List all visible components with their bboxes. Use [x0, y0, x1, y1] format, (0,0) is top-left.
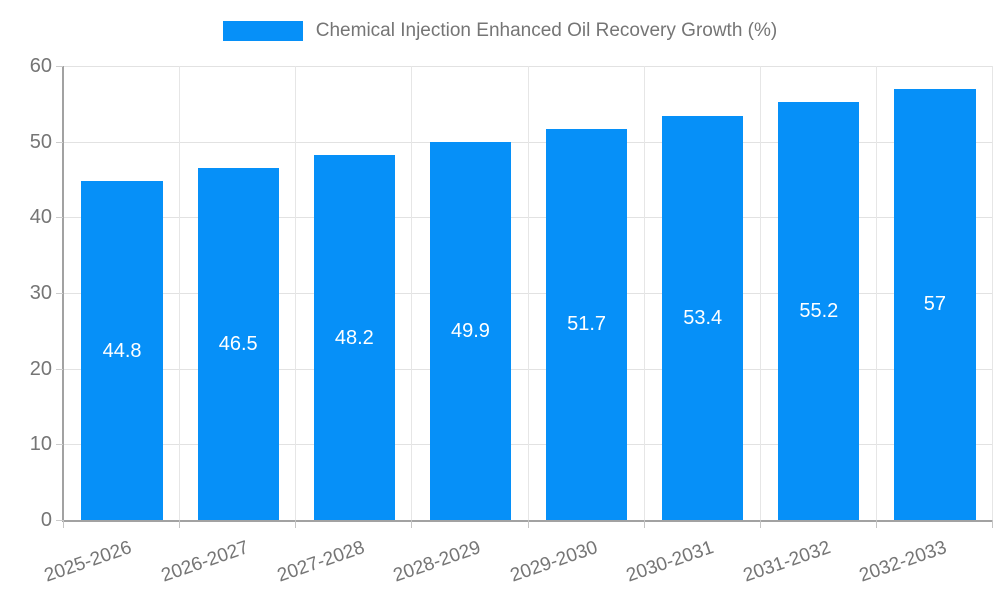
y-tick-label: 20	[29, 357, 52, 380]
y-gridline	[64, 217, 993, 219]
y-tick-mark	[56, 444, 63, 446]
y-tick-label: 30	[29, 282, 52, 304]
bar-value-label: 48.2	[334, 326, 374, 349]
x-tick-label: 2029-2030	[507, 537, 601, 587]
y-tick-label: 50	[29, 130, 52, 153]
legend-swatch	[222, 21, 303, 41]
bar-2028-2029: 49.9	[429, 142, 512, 520]
x-tick-mark	[179, 520, 181, 528]
x-gridline	[527, 66, 529, 520]
y-gridline	[64, 444, 993, 446]
y-tick-mark	[56, 66, 63, 67]
x-tick-mark	[643, 520, 645, 528]
x-tick-mark	[411, 520, 413, 528]
y-gridline	[64, 368, 993, 370]
x-tick-label: 2032-2033	[856, 537, 950, 587]
plot-area: 0 10 20 30 40 50 60 44.8 46.5 48.2 49.9 51.7 53.4 55.…	[30, 56, 993, 530]
bar-value-label: 57	[923, 293, 947, 316]
bar-value-label: 44.8	[102, 339, 142, 362]
bar-2029-2030: 51.7	[545, 128, 628, 520]
x-tick-label: 2026-2027	[158, 537, 252, 587]
y-tick-label: 40	[29, 206, 52, 229]
x-gridline	[875, 66, 877, 520]
x-tick-mark	[527, 520, 529, 528]
x-tick-label: 2025-2026	[41, 537, 135, 587]
x-tick-label: 2027-2028	[274, 537, 368, 587]
y-tick-mark	[56, 217, 63, 219]
y-tick-label: 60	[29, 55, 52, 77]
x-gridline	[759, 66, 761, 520]
x-gridline	[992, 66, 993, 520]
bar-2030-2031: 53.4	[662, 115, 744, 520]
chart-legend: Chemical Injection Enhanced Oil Recovery…	[0, 14, 1000, 48]
bar-2032-2033: 57	[894, 88, 976, 520]
y-tick-mark	[56, 293, 63, 294]
bar-value-label: 46.5	[218, 333, 258, 356]
x-gridline	[411, 66, 413, 520]
bar-2026-2027: 46.5	[197, 168, 279, 520]
x-tick-label: 2028-2029	[391, 537, 484, 587]
x-tick-mark	[992, 520, 993, 528]
bar-2031-2032: 55.2	[778, 102, 860, 520]
y-gridline	[64, 293, 993, 294]
y-gridline	[64, 141, 993, 143]
x-gridline	[643, 66, 645, 520]
bar-2025-2026: 44.8	[81, 181, 163, 520]
x-axis-labels: 2025-2026 2026-2027 2027-2028 2028-2029 2029…	[42, 532, 993, 594]
legend-label: Chemical Injection Enhanced Oil Recovery…	[315, 20, 778, 41]
x-tick-label: 2031-2032	[740, 537, 833, 587]
y-tick-label: 0	[40, 509, 52, 531]
bar-value-label: 55.2	[799, 300, 839, 323]
y-tick-mark	[56, 141, 63, 143]
bar-2027-2028: 48.2	[313, 155, 395, 520]
x-tick-mark	[63, 520, 64, 528]
bar-value-label: 49.9	[450, 320, 490, 343]
x-tick-mark	[759, 520, 761, 528]
bar-value-label: 51.7	[567, 313, 607, 336]
y-tick-mark	[56, 368, 63, 370]
y-gridline	[64, 66, 993, 67]
x-gridline	[295, 66, 297, 520]
y-tick-mark	[56, 520, 63, 521]
x-tick-mark	[875, 520, 877, 528]
x-tick-mark	[295, 520, 297, 528]
y-tick-label: 10	[29, 433, 52, 456]
x-tick-label: 2030-2031	[623, 537, 717, 587]
x-gridline	[179, 66, 181, 520]
bar-value-label: 53.4	[683, 306, 723, 329]
